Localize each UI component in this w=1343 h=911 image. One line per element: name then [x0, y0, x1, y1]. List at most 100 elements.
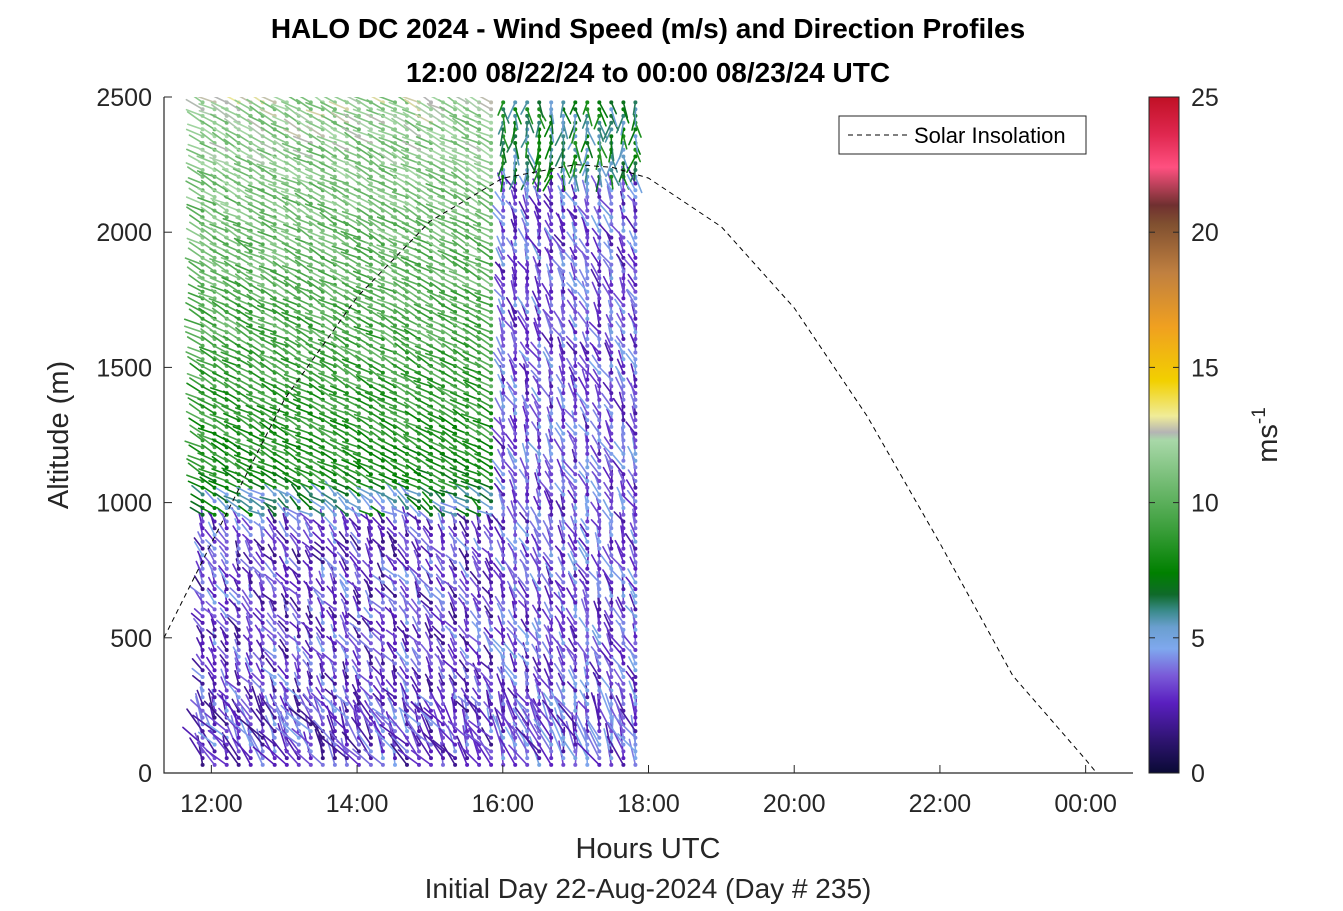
- wind-barb-head: [417, 377, 421, 382]
- wind-barb-head: [272, 438, 277, 443]
- wind-barb: [280, 177, 300, 185]
- wind-barb-head: [320, 627, 325, 632]
- wind-barb-head: [236, 553, 241, 558]
- wind-barb: [271, 440, 288, 449]
- wind-barb: [294, 677, 300, 692]
- wind-barb-head: [308, 593, 313, 598]
- wind-barb-head: [284, 485, 289, 490]
- wind-barb-head: [489, 174, 494, 179]
- wind-barb: [246, 230, 264, 239]
- wind-barb: [284, 236, 300, 246]
- wind-barb-head: [489, 627, 494, 632]
- wind-barb: [207, 547, 216, 563]
- wind-barb: [246, 468, 264, 476]
- wind-barb: [259, 409, 276, 421]
- wind-barb: [352, 650, 360, 665]
- wind-barb: [317, 203, 336, 212]
- wind-barb: [239, 499, 252, 509]
- wind-barb-head: [320, 526, 325, 531]
- wind-barb-head: [453, 702, 458, 706]
- wind-barb: [352, 589, 360, 604]
- wind-barb: [329, 572, 336, 590]
- wind-barb: [224, 100, 240, 110]
- wind-barb-head: [260, 533, 265, 537]
- wind-barb: [283, 458, 300, 469]
- wind-barb-head: [489, 364, 494, 368]
- wind-barb: [286, 686, 300, 699]
- wind-barb-head: [272, 526, 277, 531]
- wind-barb: [247, 263, 264, 273]
- wind-barb-head: [224, 526, 229, 531]
- wind-barb-head: [260, 316, 265, 321]
- wind-barb-head: [405, 668, 409, 673]
- wind-barb: [285, 389, 300, 401]
- wind-barb-head: [489, 614, 494, 619]
- wind-barb: [326, 562, 336, 577]
- wind-barb: [329, 424, 348, 435]
- wind-barb-head: [417, 593, 421, 598]
- wind-barb: [342, 661, 348, 678]
- wind-barb-head: [380, 296, 385, 301]
- wind-barb-head: [465, 580, 470, 585]
- wind-barb: [236, 415, 252, 428]
- wind-barb-head: [320, 580, 325, 585]
- wind-barb-head: [260, 634, 265, 639]
- wind-barb-head: [489, 141, 494, 145]
- wind-barb-head: [477, 587, 482, 592]
- wind-barb: [250, 707, 264, 726]
- wind-barb-head: [284, 512, 289, 517]
- wind-barb: [196, 170, 216, 178]
- wind-barb-head: [332, 634, 337, 639]
- wind-barb: [275, 727, 300, 746]
- wind-barb-head: [200, 668, 205, 673]
- wind-barb-head: [344, 154, 349, 159]
- wind-barb: [235, 264, 252, 273]
- wind-barb: [306, 208, 324, 219]
- wind-barb: [341, 446, 360, 455]
- wind-barb: [280, 230, 300, 239]
- wind-barb: [273, 369, 288, 381]
- wind-barb-head: [212, 681, 217, 686]
- wind-barb-head: [489, 560, 494, 565]
- wind-barb-head: [284, 546, 289, 551]
- wind-barb-head: [284, 310, 289, 314]
- wind-barb: [234, 356, 252, 367]
- wind-barb: [308, 382, 324, 394]
- wind-barb-head: [332, 654, 337, 659]
- wind-barb-head: [489, 337, 494, 341]
- wind-barb: [206, 589, 216, 604]
- wind-barb: [241, 517, 252, 530]
- wind-barb: [318, 145, 336, 158]
- wind-barb-head: [308, 614, 313, 619]
- wind-barb: [318, 286, 336, 300]
- wind-barb: [241, 589, 252, 604]
- wind-barb-head: [405, 539, 409, 544]
- wind-barb: [305, 715, 312, 739]
- wind-barb: [293, 635, 300, 651]
- wind-barb-head: [332, 222, 337, 227]
- wind-barb-head: [441, 634, 445, 639]
- wind-barb: [213, 424, 228, 435]
- wind-barb: [305, 215, 324, 225]
- wind-barb: [315, 578, 324, 590]
- wind-barb: [257, 391, 276, 401]
- wind-barb-head: [477, 553, 482, 558]
- wind-barb-head: [393, 668, 397, 673]
- wind-barb-head: [405, 681, 409, 686]
- wind-barb-head: [501, 702, 506, 706]
- wind-barb-head: [296, 404, 301, 409]
- wind-barb: [211, 208, 228, 219]
- wind-barb-head: [272, 539, 277, 544]
- wind-barb-head: [344, 762, 349, 767]
- wind-barb: [234, 195, 252, 205]
- wind-barb-head: [393, 695, 397, 700]
- wind-barb-head: [380, 127, 385, 132]
- wind-barb: [258, 216, 276, 225]
- wind-barb-head: [477, 702, 482, 706]
- wind-barb: [329, 176, 348, 185]
- wind-barb-head: [393, 634, 397, 639]
- wind-barb: [285, 200, 300, 212]
- wind-barb-head: [393, 560, 397, 565]
- wind-barb: [209, 636, 216, 651]
- wind-barb: [210, 270, 228, 280]
